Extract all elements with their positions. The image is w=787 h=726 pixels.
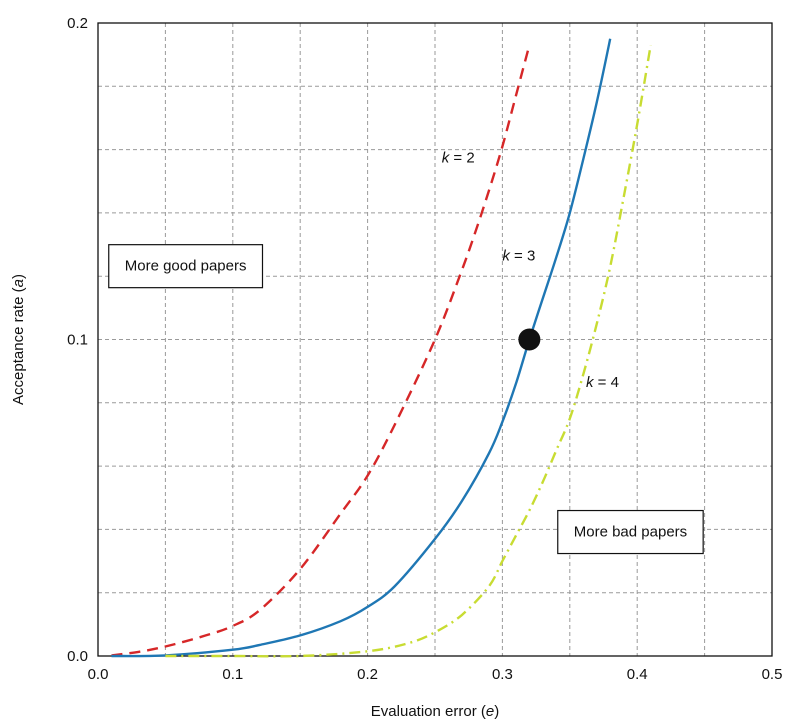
annotation-box: More good papers: [108, 244, 264, 289]
series-line-k2: [111, 44, 531, 657]
x-tick-label: 0.4: [627, 666, 648, 683]
highlight-point-marker: [518, 328, 541, 351]
curve-label-k3: k = 3: [502, 247, 535, 264]
series-line-k4: [165, 44, 652, 658]
marker-group: [518, 328, 541, 351]
y-tick-label: 0.2: [67, 15, 88, 32]
grid: [98, 23, 772, 656]
y-tick-label: 0.1: [67, 332, 88, 349]
y-axis-title: Acceptance rate (a): [10, 274, 27, 405]
x-tick-label: 0.2: [357, 666, 378, 683]
x-tick-label: 0.0: [88, 666, 109, 683]
series-lines: [111, 38, 652, 658]
annotation-text: More good papers: [125, 258, 247, 275]
series-line-k3: [111, 38, 612, 658]
annotation-boxes: More good papers More bad papers: [108, 244, 704, 555]
annotation-box-frame: [108, 244, 264, 289]
annotation-box: More bad papers: [557, 509, 704, 555]
annotation-text: More bad papers: [574, 524, 687, 541]
curve-label-k4: k = 4: [586, 374, 619, 391]
x-axis-tick-labels: 0.0 0.1 0.2 0.3 0.4 0.5: [88, 666, 783, 683]
y-axis-tick-labels: 0.0 0.1 0.2: [67, 15, 88, 665]
curve-labels: k = 2 k = 3 k = 4: [442, 149, 619, 391]
plot-frame: [97, 22, 773, 657]
x-tick-label: 0.5: [762, 666, 783, 683]
annotation-box-frame: [557, 509, 704, 555]
x-tick-label: 0.3: [492, 666, 513, 683]
curve-label-k2: k = 2: [442, 149, 475, 166]
x-tick-label: 0.1: [222, 666, 243, 683]
y-tick-label: 0.0: [67, 648, 88, 665]
x-axis-title: Evaluation error (e): [371, 703, 499, 720]
